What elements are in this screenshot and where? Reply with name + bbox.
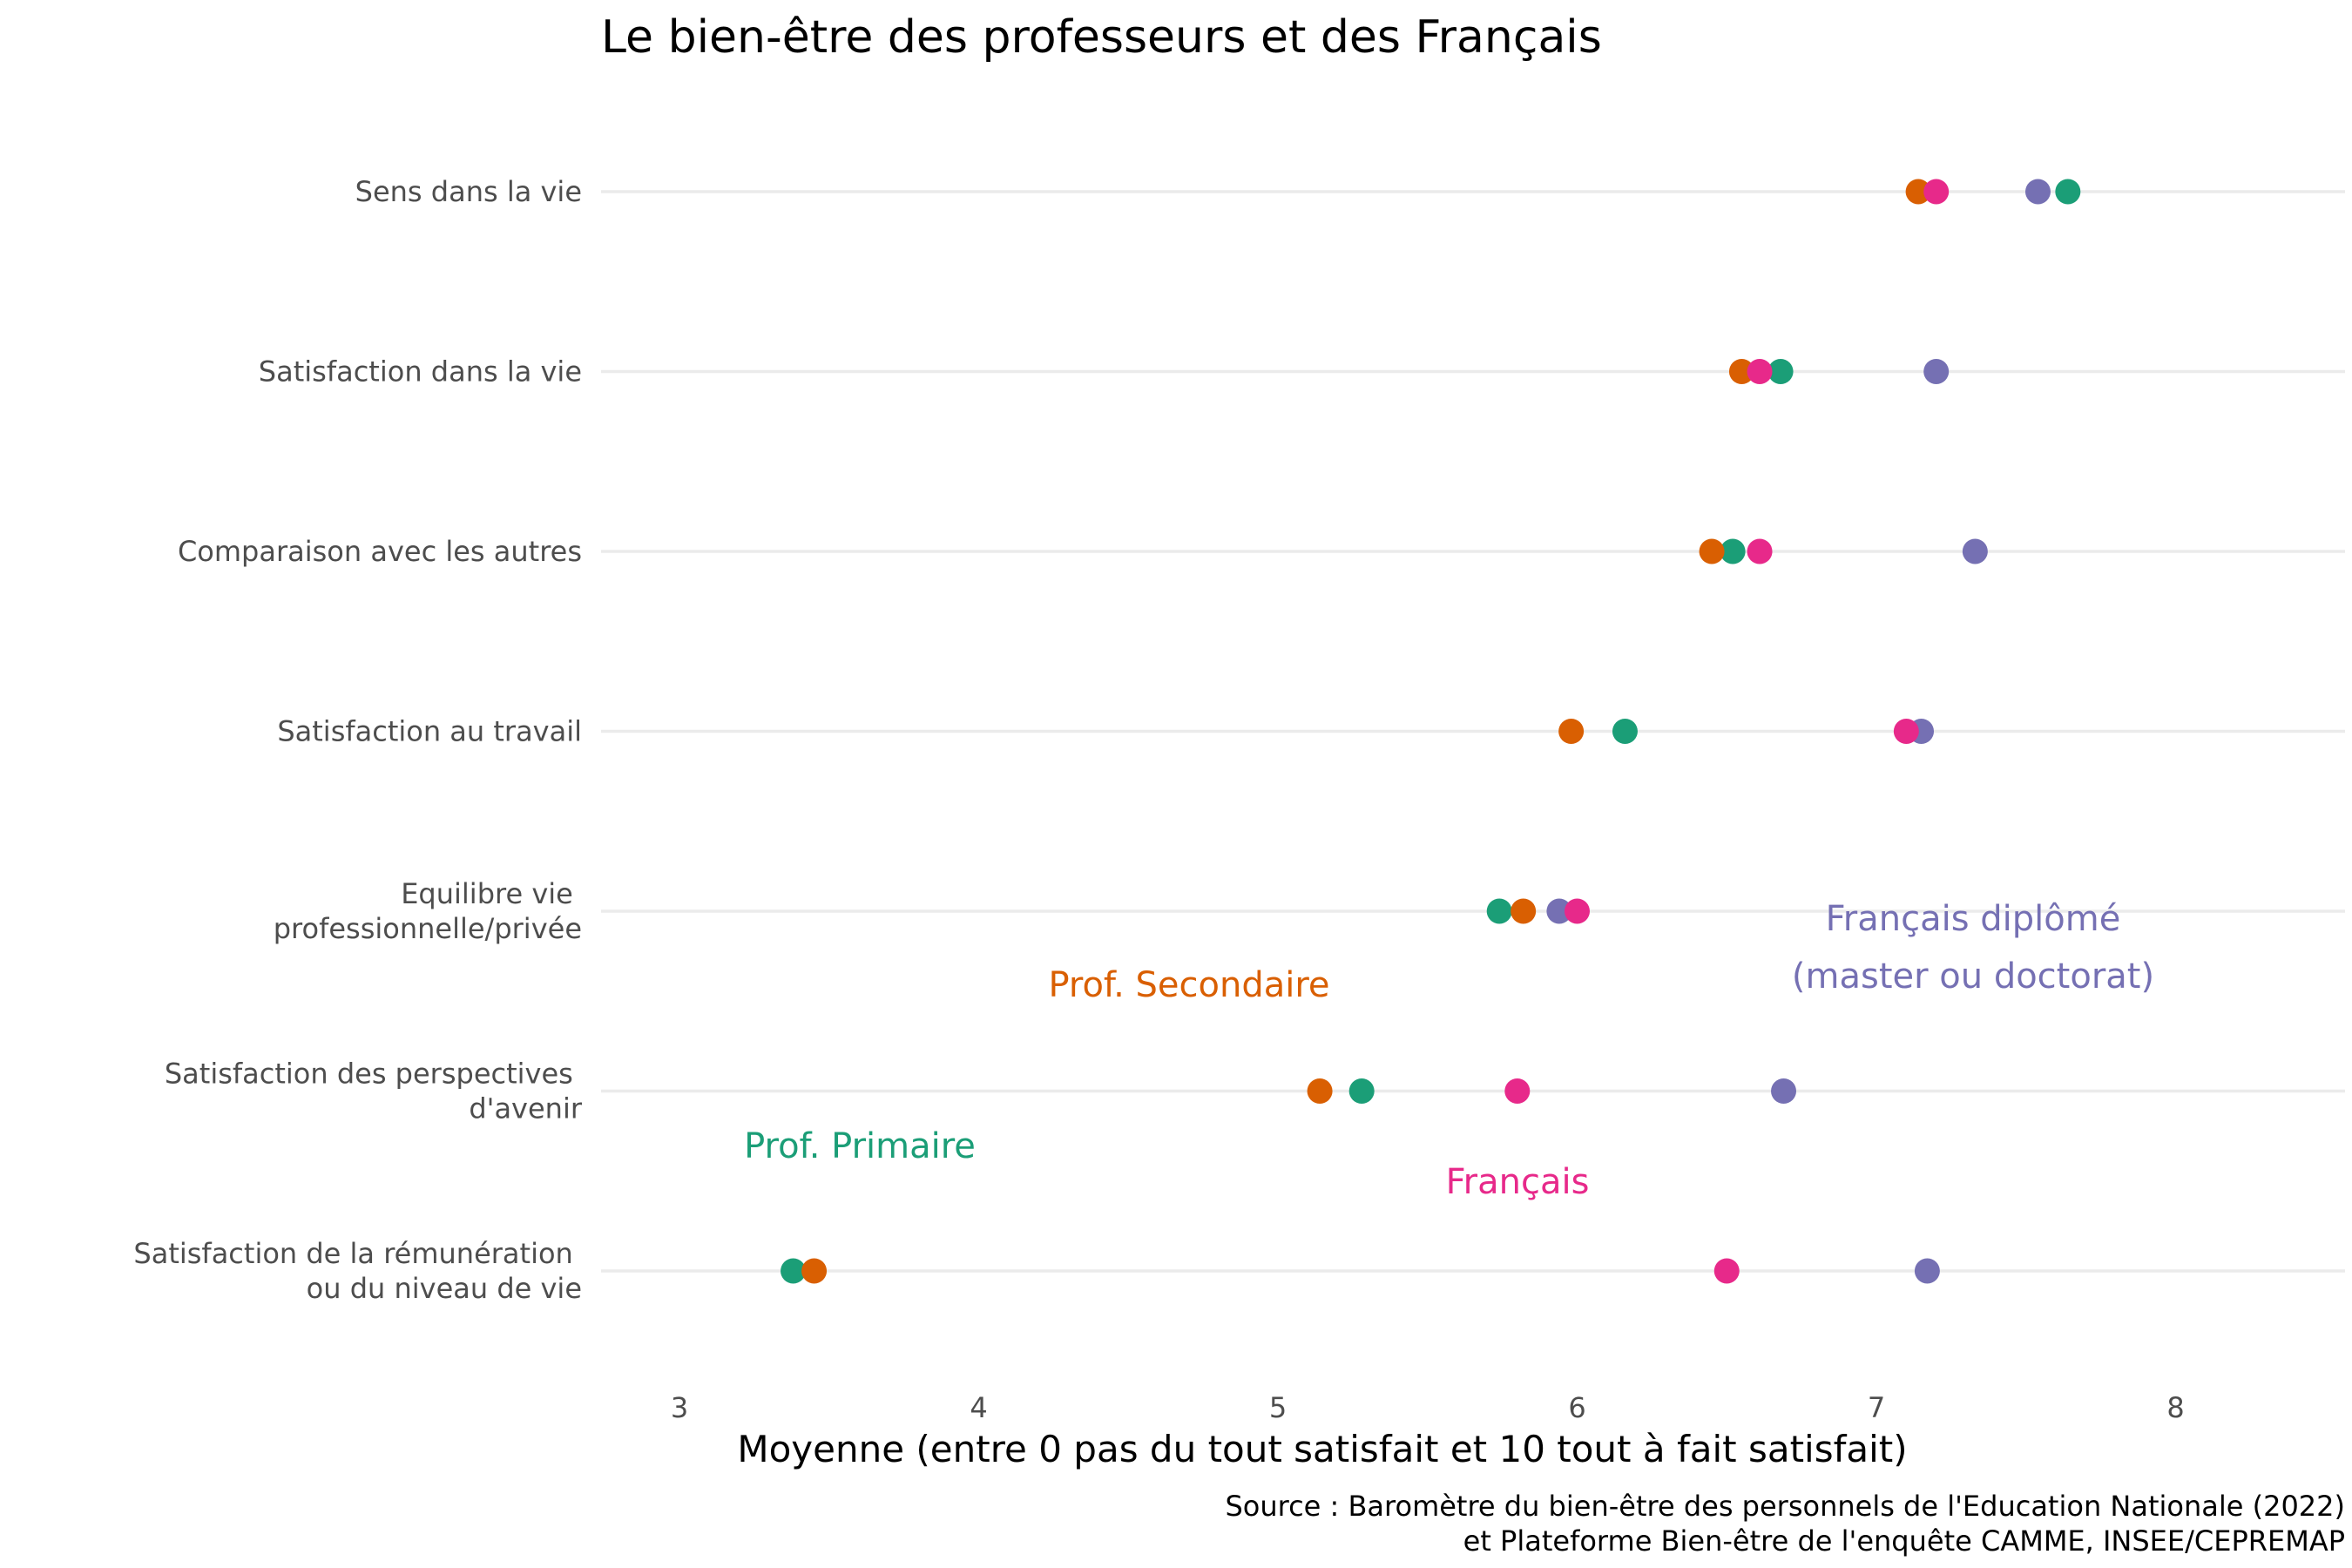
data-point [1914,1258,1940,1284]
data-point [1728,359,1754,384]
y-tick-label-line: d'avenir [469,1092,583,1125]
y-tick-label: Satisfaction des perspectives d'avenir [165,1058,583,1125]
data-point [1893,719,1919,744]
data-point [1511,898,1537,924]
data-point [1699,538,1725,564]
data-point [801,1258,828,1284]
y-tick-label-line: Equilibre vie [401,877,582,910]
series-label: Français [1446,1162,1590,1202]
data-point [781,1258,807,1284]
data-points [781,179,2081,1284]
data-point [1612,719,1638,744]
data-point [1767,359,1794,384]
series-label-line: Français diplômé [1826,899,2121,939]
series-label: Français diplômé (master ou doctorat) [1792,899,2154,997]
data-point [1546,898,1572,924]
x-tick-label: 4 [970,1391,987,1424]
data-point [1923,359,1950,384]
data-point [1747,538,1773,564]
y-axis-tick-labels: Sens dans la vie Satisfaction dans la vie… [133,175,582,1305]
data-point [1348,1078,1375,1104]
data-point [1962,538,1988,564]
y-tick-label-line: Satisfaction des perspectives [165,1058,582,1091]
y-tick-label-line: Satisfaction de la rémunération [133,1237,582,1270]
data-point [1558,719,1585,744]
y-tick-label-line: Satisfaction au travail [277,715,582,748]
data-point [1747,359,1773,384]
series-label: Prof. Secondaire [1048,965,1329,1005]
data-point [1504,1078,1531,1104]
series-label-line: Prof. Secondaire [1048,965,1329,1005]
data-point [1923,179,1950,205]
data-point [1771,1078,1797,1104]
source-caption: Source : Baromètre du bien-être des pers… [1225,1490,2345,1558]
chart-title: Le bien-être des professeurs et des Fran… [601,11,1602,64]
series-label: Prof. Primaire [744,1126,976,1166]
y-tick-label: Satisfaction au travail [277,715,582,748]
x-tick-label: 5 [1269,1391,1287,1424]
data-point [1565,898,1590,924]
data-point [2055,179,2081,205]
x-axis-tick-labels: 3 4 5 6 7 8 [671,1391,2185,1424]
data-point [1307,1078,1333,1104]
x-tick-label: 3 [671,1391,688,1424]
y-tick-label: Equilibre vie professionnelle/privée [274,877,582,945]
caption-line: Source : Baromètre du bien-être des pers… [1225,1490,2345,1523]
series-label-line: (master ou doctorat) [1792,956,2154,997]
series-label-line: Français [1446,1162,1590,1202]
data-point [2024,179,2051,205]
y-tick-label: Comparaison avec les autres [178,535,582,568]
y-tick-label-line: Satisfaction dans la vie [259,355,582,389]
x-tick-label: 6 [1568,1391,1585,1424]
x-axis-label: Moyenne (entre 0 pas du tout satisfait e… [737,1428,1907,1470]
data-point [1713,1258,1740,1284]
data-point [1720,538,1746,564]
y-tick-label: Satisfaction de la rémunération ou du ni… [133,1237,582,1305]
caption-text: Source : Baromètre du bien-être des pers… [1225,1490,2345,1558]
y-tick-label: Satisfaction dans la vie [259,355,582,389]
series-labels: Prof. Primaire Prof. Secondaire Français d… [744,899,2154,1202]
x-tick-label: 7 [1868,1391,1885,1424]
x-tick-label: 8 [2166,1391,2184,1424]
y-tick-label-line: Comparaison avec les autres [178,535,582,568]
y-tick-label: Sens dans la vie [355,175,582,208]
y-tick-label-line: ou du niveau de vie [307,1272,582,1305]
y-tick-label-line: Sens dans la vie [355,175,582,208]
gridlines [601,190,2345,1273]
caption-line: et Plateforme Bien-être de l'enquête CAM… [1463,1524,2345,1558]
data-point [1486,898,1512,924]
y-tick-label-line: professionnelle/privée [274,912,582,945]
data-point [1905,179,1931,205]
series-label-line: Prof. Primaire [744,1126,976,1166]
